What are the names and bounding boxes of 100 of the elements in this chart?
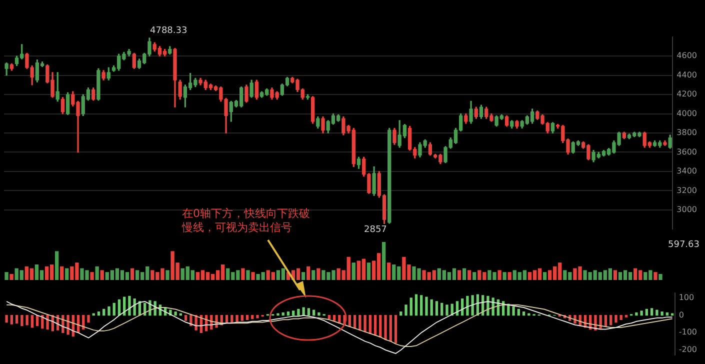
text: 4788.33	[150, 26, 188, 36]
y-tick-label: 4200	[676, 90, 697, 99]
y-tick-label: 100	[678, 293, 694, 302]
bar	[656, 310, 658, 316]
bar	[20, 315, 24, 326]
bar	[508, 272, 512, 280]
bar	[410, 298, 412, 316]
bar	[10, 274, 14, 280]
bar	[542, 272, 547, 280]
bar	[246, 270, 250, 280]
bar	[307, 308, 310, 316]
bar	[446, 304, 448, 316]
bar	[4, 272, 8, 280]
bar	[457, 270, 462, 280]
bar	[650, 308, 654, 316]
y-tick-label: 3000	[676, 205, 697, 214]
bar	[54, 251, 59, 280]
y-tick-label: 4000	[676, 108, 697, 118]
bar	[374, 315, 377, 336]
y-tick-label: 3200	[676, 186, 697, 195]
bar	[15, 315, 18, 324]
bar	[645, 308, 648, 316]
bar	[10, 315, 14, 324]
bar	[240, 315, 244, 321]
bar	[364, 315, 366, 332]
bar	[654, 272, 658, 280]
bar	[614, 315, 618, 323]
bar	[658, 274, 662, 280]
bar	[435, 301, 438, 316]
bar	[100, 270, 104, 280]
y-tick-label: -100	[678, 328, 697, 337]
bar	[389, 315, 392, 342]
bar	[366, 262, 371, 280]
y-tick-label: 4600	[676, 51, 697, 60]
y-tick-label: 3400	[676, 166, 697, 176]
bar	[414, 294, 418, 316]
bar	[306, 266, 310, 280]
bar	[174, 312, 177, 316]
bar	[368, 315, 372, 334]
bar	[610, 315, 612, 326]
bar	[384, 315, 387, 340]
bar	[328, 315, 331, 320]
bar	[256, 315, 259, 318]
bar	[316, 268, 320, 280]
bar	[312, 270, 316, 280]
y-tick-label: 3800	[676, 128, 697, 138]
bar	[660, 312, 664, 316]
bar	[620, 315, 622, 320]
bar	[230, 315, 234, 323]
bar	[108, 306, 110, 316]
bar	[236, 315, 238, 322]
y-tick-label: 0	[678, 310, 684, 320]
bar	[302, 307, 305, 316]
bar	[462, 268, 466, 280]
bar	[394, 315, 398, 344]
bar	[30, 315, 34, 328]
bar	[128, 296, 131, 316]
bar	[97, 312, 100, 316]
y-tick-label: 4400	[676, 70, 697, 80]
bar	[502, 272, 506, 280]
bar	[46, 315, 49, 330]
bar	[640, 310, 643, 316]
bar	[5, 315, 8, 323]
bar	[420, 295, 423, 316]
annotation: 在0轴下方，快线向下跌破慢线，可视为卖出信号	[182, 207, 311, 235]
bar	[635, 312, 638, 316]
bar	[440, 302, 444, 316]
bar	[471, 295, 474, 316]
bar	[430, 299, 433, 316]
bar	[112, 302, 116, 316]
bar	[65, 268, 69, 280]
bar	[297, 308, 300, 316]
bar	[251, 315, 254, 320]
bar	[276, 313, 280, 316]
bar	[352, 262, 356, 280]
bar	[498, 270, 502, 280]
bar	[379, 315, 382, 338]
bar	[90, 272, 94, 280]
bar	[251, 272, 255, 280]
bar	[512, 306, 515, 316]
bar	[425, 296, 428, 316]
bar	[246, 315, 249, 320]
bar	[517, 308, 520, 316]
bar	[467, 270, 472, 280]
y-tick-label: -200	[678, 345, 697, 354]
bar	[332, 315, 336, 321]
bar	[301, 272, 306, 280]
bar	[613, 270, 618, 280]
bar	[286, 312, 290, 316]
bar	[87, 315, 90, 323]
bar	[26, 315, 28, 326]
bar	[95, 266, 99, 280]
bar	[400, 312, 402, 316]
annotation: 2857	[364, 225, 387, 235]
bar	[466, 296, 469, 316]
bar	[102, 308, 106, 316]
y-tick-label: 3600	[676, 147, 697, 156]
bar	[522, 312, 526, 316]
bar	[292, 310, 295, 316]
bar	[184, 315, 188, 321]
